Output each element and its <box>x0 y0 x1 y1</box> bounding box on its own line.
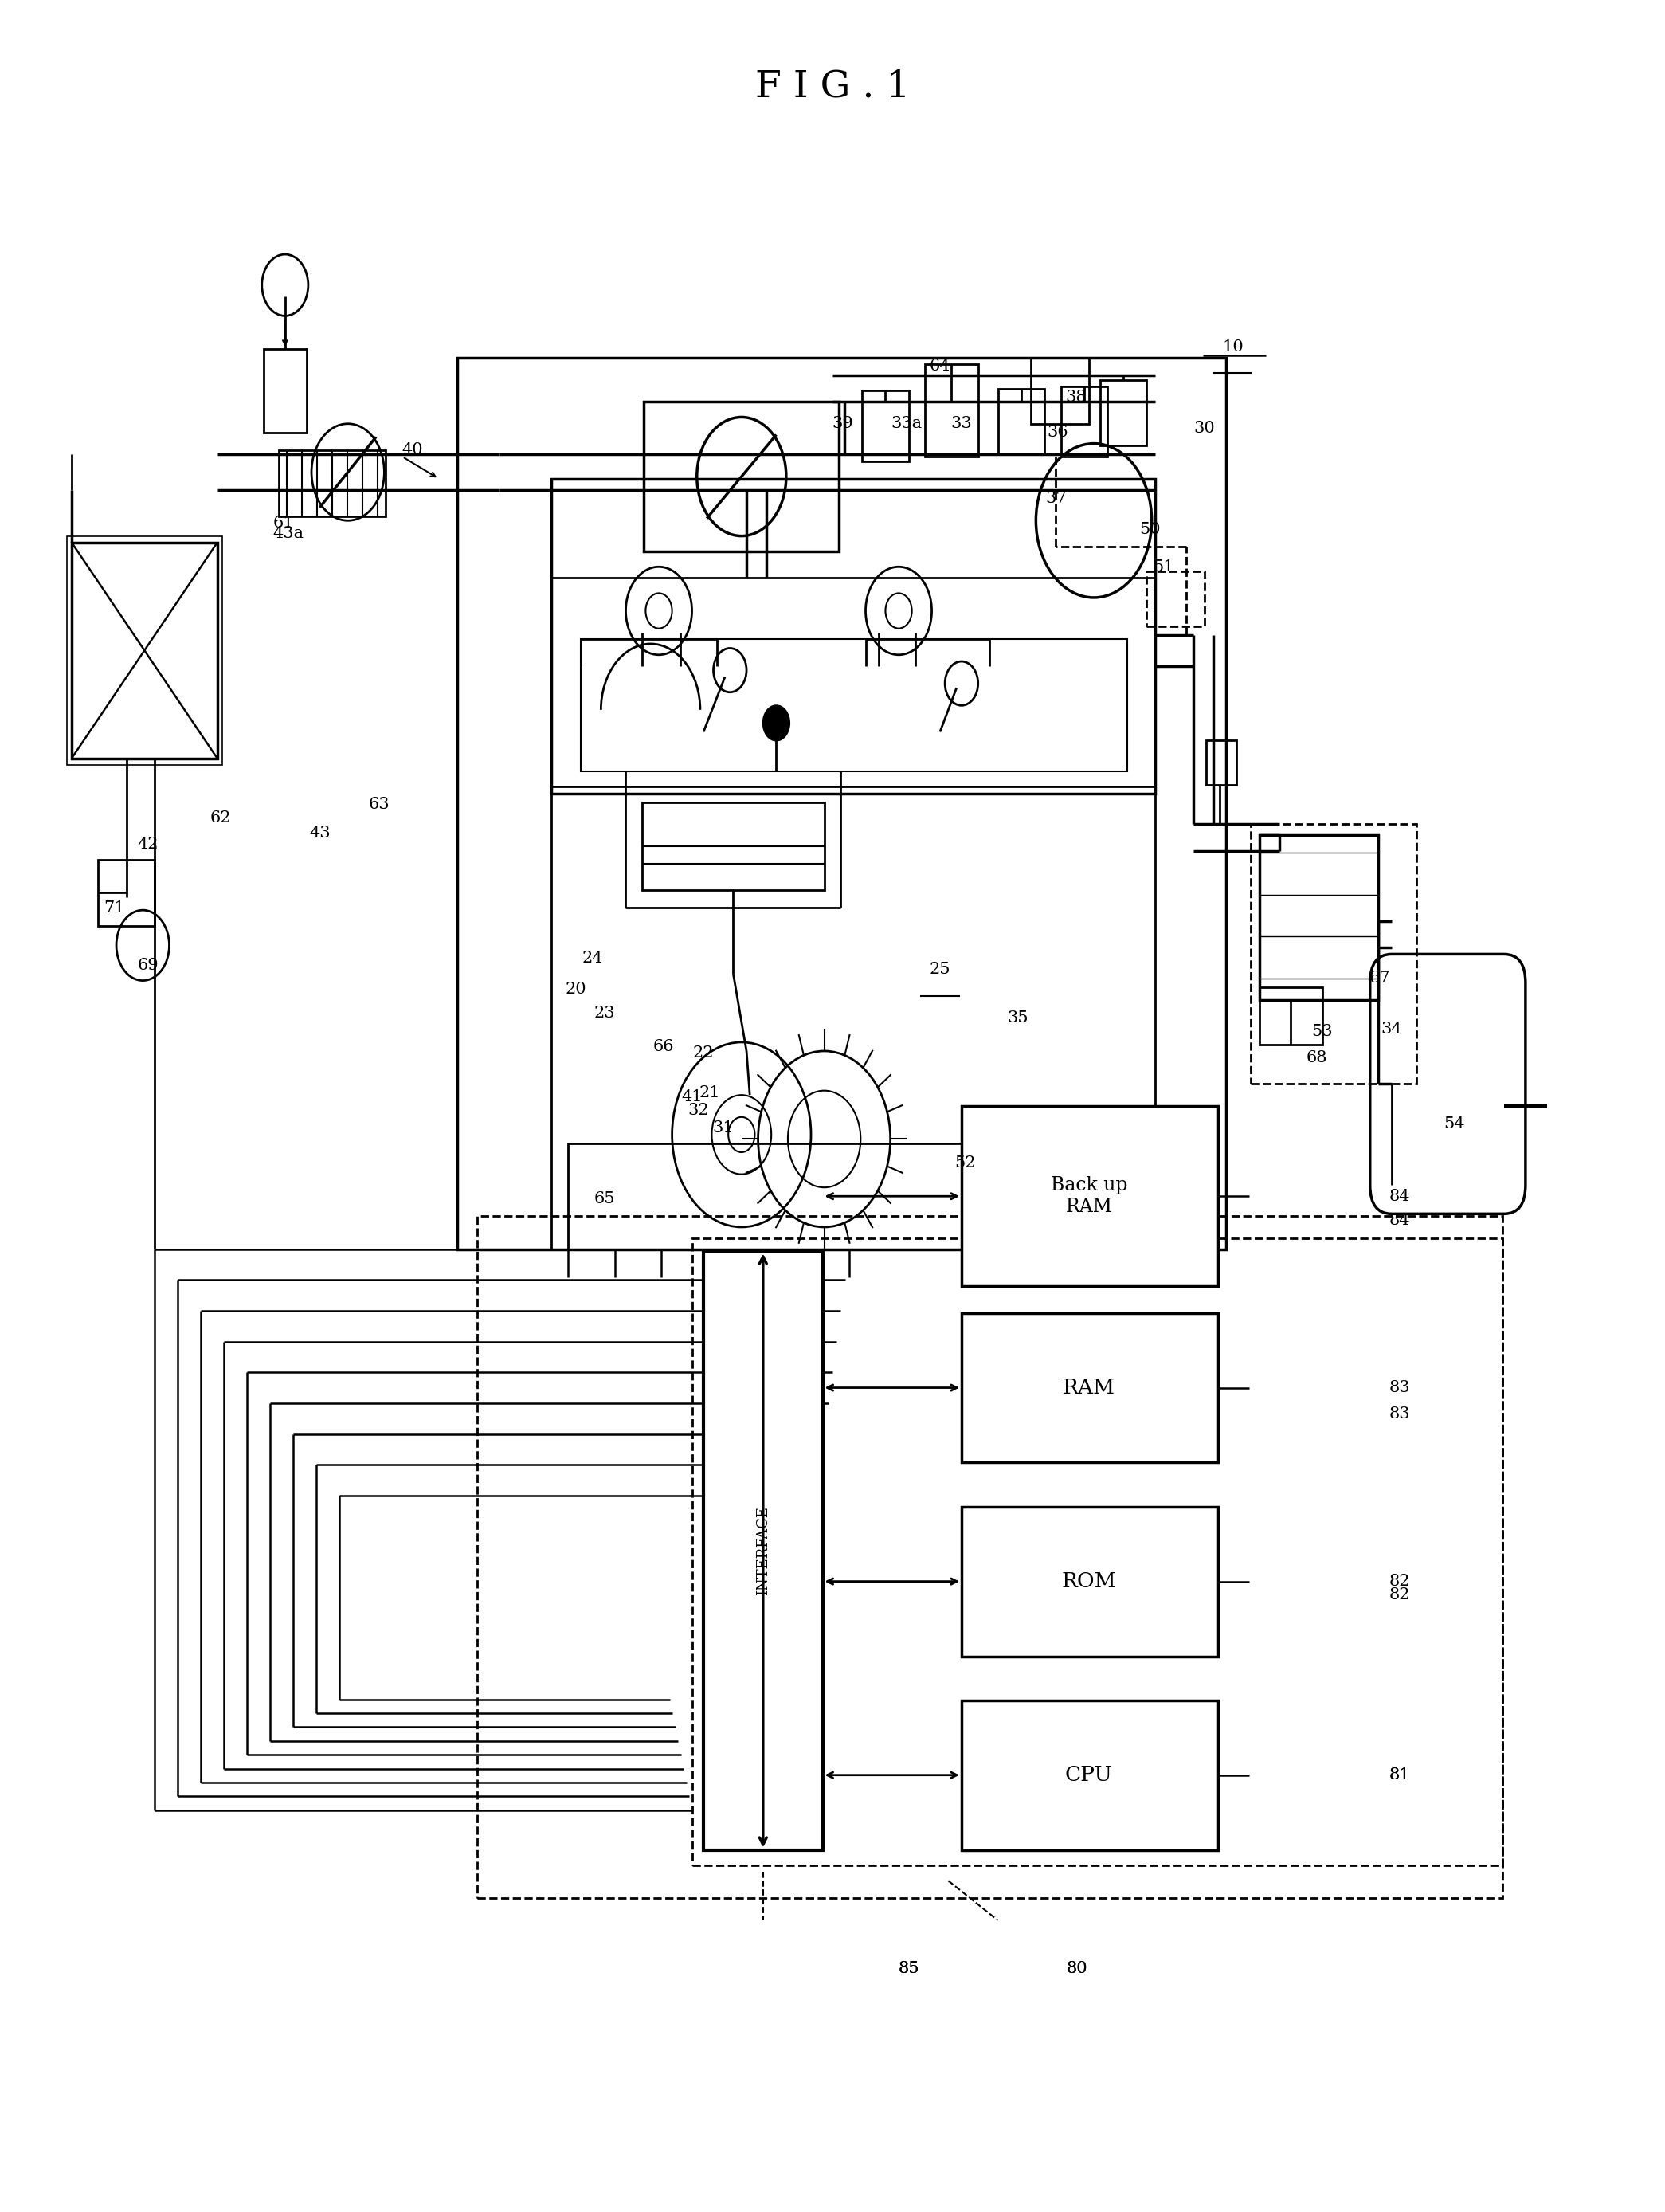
Bar <box>1061 387 1107 456</box>
Text: 83: 83 <box>1389 1407 1410 1422</box>
Text: 10: 10 <box>1222 338 1244 354</box>
Bar <box>458 358 1225 1250</box>
Text: 81: 81 <box>1389 1767 1410 1783</box>
Bar <box>581 639 1127 772</box>
Bar <box>862 392 909 460</box>
Text: 84: 84 <box>1389 1212 1410 1228</box>
Bar <box>98 860 155 925</box>
Bar <box>961 1701 1217 1849</box>
Text: Back up
RAM: Back up RAM <box>1051 1177 1127 1217</box>
Bar <box>1250 825 1417 1084</box>
Text: 33: 33 <box>951 416 972 431</box>
Text: CPU: CPU <box>1066 1765 1112 1785</box>
Text: 66: 66 <box>653 1040 674 1055</box>
Text: 80: 80 <box>1067 1962 1087 1975</box>
Text: 82: 82 <box>1389 1573 1410 1588</box>
Text: 80: 80 <box>1067 1962 1087 1975</box>
Text: F I G . 1: F I G . 1 <box>754 69 911 104</box>
Bar <box>1205 741 1235 785</box>
Text: 25: 25 <box>929 962 951 978</box>
Text: 30: 30 <box>1194 420 1215 436</box>
Text: 32: 32 <box>688 1104 709 1117</box>
Bar <box>1259 836 1379 1000</box>
Text: 63: 63 <box>368 796 390 812</box>
Text: RAM: RAM <box>1062 1378 1116 1398</box>
Bar <box>1031 358 1089 425</box>
Bar <box>1101 380 1147 447</box>
Text: 21: 21 <box>699 1086 721 1099</box>
Bar <box>704 1252 823 1849</box>
Bar <box>568 1144 1144 1250</box>
Bar <box>72 542 216 759</box>
Text: ROM: ROM <box>1062 1571 1116 1590</box>
Text: 42: 42 <box>137 836 158 852</box>
Text: 31: 31 <box>713 1121 734 1135</box>
Text: 61: 61 <box>273 515 295 531</box>
Bar <box>926 365 977 456</box>
Bar <box>644 403 839 551</box>
Text: 43a: 43a <box>273 526 305 542</box>
Text: 20: 20 <box>566 982 586 998</box>
Text: 52: 52 <box>954 1155 976 1170</box>
Text: 53: 53 <box>1312 1024 1332 1040</box>
Text: 64: 64 <box>929 358 951 374</box>
Bar <box>693 1239 1502 1865</box>
Text: 65: 65 <box>594 1190 614 1206</box>
Text: 34: 34 <box>1380 1022 1402 1037</box>
Bar <box>1259 987 1322 1044</box>
Bar <box>1147 571 1205 626</box>
Text: 35: 35 <box>1007 1011 1029 1026</box>
Text: 84: 84 <box>1389 1188 1410 1203</box>
Text: 67: 67 <box>1369 971 1390 987</box>
Bar <box>476 1217 1502 1898</box>
Bar <box>961 1314 1217 1462</box>
Text: 33a: 33a <box>891 416 922 431</box>
Bar <box>961 1106 1217 1287</box>
Text: 41: 41 <box>681 1091 703 1104</box>
Text: 85: 85 <box>897 1962 919 1975</box>
Text: 38: 38 <box>1066 389 1086 405</box>
Text: 54: 54 <box>1444 1117 1465 1130</box>
Text: 23: 23 <box>594 1006 614 1022</box>
Bar <box>263 349 306 434</box>
Text: 69: 69 <box>137 958 158 973</box>
Text: INTERFACE: INTERFACE <box>756 1506 771 1595</box>
Text: 36: 36 <box>1047 425 1067 440</box>
Text: 85: 85 <box>897 1962 919 1975</box>
Text: 81: 81 <box>1389 1767 1410 1783</box>
Bar <box>997 389 1044 453</box>
Text: 24: 24 <box>583 951 603 967</box>
Text: 82: 82 <box>1389 1586 1410 1601</box>
Text: 68: 68 <box>1307 1051 1327 1066</box>
Bar <box>278 449 386 515</box>
Text: 39: 39 <box>832 416 852 431</box>
Circle shape <box>763 706 789 741</box>
Text: 22: 22 <box>693 1046 714 1062</box>
Text: 37: 37 <box>1046 491 1066 507</box>
Text: 83: 83 <box>1389 1380 1410 1396</box>
Bar <box>551 787 1156 1250</box>
Text: 62: 62 <box>210 810 231 825</box>
Text: 43: 43 <box>310 825 330 841</box>
Bar <box>643 803 824 889</box>
Bar <box>961 1506 1217 1657</box>
Text: 40: 40 <box>401 442 423 458</box>
Text: 71: 71 <box>105 900 125 916</box>
Bar <box>551 478 1156 794</box>
Text: 51: 51 <box>1152 560 1174 575</box>
Bar <box>67 535 221 765</box>
Text: 50: 50 <box>1139 522 1161 538</box>
